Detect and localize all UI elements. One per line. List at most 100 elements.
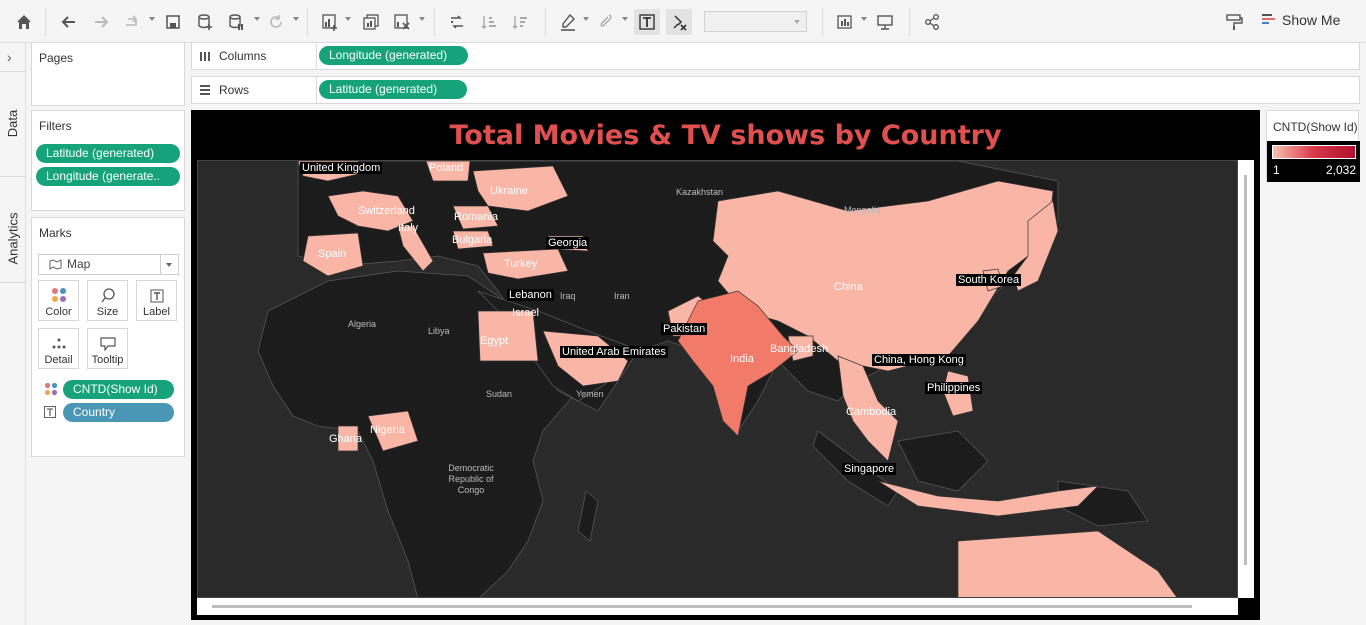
- label-kazakhstan: Kazakhstan: [676, 187, 724, 197]
- map-country-indonesia: [877, 480, 1099, 517]
- label-pakistan: Pakistan: [661, 323, 708, 335]
- show-me-button[interactable]: Show Me: [1262, 12, 1340, 28]
- color-legend[interactable]: CNTD(Show Id) 1 2,032: [1266, 110, 1360, 182]
- label-poland: Poland: [429, 162, 464, 174]
- map-country-poland: [425, 161, 471, 182]
- marks-field-cntd-show-id[interactable]: CNTD(Show Id): [63, 380, 174, 399]
- show-labels-icon[interactable]: [634, 9, 660, 35]
- replay-icon[interactable]: [119, 9, 145, 35]
- map-land-madagascar: [577, 490, 599, 542]
- columns-pill-longitude[interactable]: Longitude (generated): [319, 46, 468, 65]
- pause-updates-icon[interactable]: [223, 9, 249, 35]
- label-cambodia: Cambodia: [846, 406, 897, 418]
- side-tabs: › Data Analytics: [0, 43, 26, 625]
- format-painter-icon[interactable]: [1221, 9, 1247, 35]
- columns-shelf[interactable]: Columns Longitude (generated): [191, 42, 1360, 70]
- columns-icon: [200, 52, 210, 61]
- label-mongolia: Mongolia: [844, 205, 881, 215]
- map-country-japan: [1012, 200, 1059, 292]
- marks-field-country[interactable]: Country: [63, 403, 174, 422]
- label-israel: Israel: [512, 307, 539, 319]
- clear-sheet-icon[interactable]: [389, 9, 415, 35]
- map-country-ukraine: [472, 165, 569, 212]
- expand-chevron-icon[interactable]: ›: [7, 49, 12, 65]
- filter-pill-latitude[interactable]: Latitude (generated): [36, 144, 180, 163]
- undo-icon[interactable]: [56, 9, 82, 35]
- label-bangladesh: Bangladesh: [770, 343, 829, 355]
- refresh-icon[interactable]: [263, 9, 289, 35]
- detail-icon: [52, 338, 65, 349]
- tooltip-button[interactable]: Tooltip: [87, 328, 128, 369]
- show-me-icon: [1262, 14, 1275, 24]
- vertical-scrollbar[interactable]: [1238, 160, 1254, 598]
- viz-area: Total Movies & TV shows by Country: [191, 110, 1260, 620]
- new-worksheet-icon[interactable]: [317, 9, 343, 35]
- map-country-arabian-peninsula: [542, 330, 629, 387]
- label-button[interactable]: Label: [136, 280, 177, 321]
- label-romania: Romania: [454, 211, 499, 223]
- share-icon[interactable]: [919, 9, 945, 35]
- label-bulgaria: Bulgaria: [452, 234, 493, 246]
- new-datasource-icon[interactable]: [192, 9, 218, 35]
- viz-title: Total Movies & TV shows by Country: [449, 120, 1002, 151]
- label-libya: Libya: [428, 326, 450, 336]
- label-georgia: Georgia: [546, 237, 590, 249]
- legend-gradient: [1272, 145, 1356, 159]
- map-icon: [49, 259, 62, 270]
- rows-label: Rows: [219, 83, 250, 97]
- sort-descending-icon[interactable]: [507, 9, 533, 35]
- label-ukraine: Ukraine: [490, 185, 528, 197]
- label-spain: Spain: [318, 248, 347, 260]
- label-sudan: Sudan: [486, 389, 513, 399]
- fit-icon[interactable]: [833, 9, 859, 35]
- map-country-romania: [452, 205, 499, 230]
- duplicate-sheet-icon[interactable]: [358, 9, 384, 35]
- label-china: China: [834, 281, 863, 293]
- label-icon: [150, 289, 163, 303]
- map-country-bulgaria: [452, 230, 494, 250]
- filter-pill-longitude[interactable]: Longitude (generate..: [36, 167, 180, 186]
- filters-card[interactable]: Filters Latitude (generated) Longitude (…: [31, 110, 185, 211]
- swap-icon[interactable]: [444, 9, 470, 35]
- label-algeria: Algeria: [348, 319, 377, 329]
- presentation-icon[interactable]: [872, 9, 898, 35]
- label-hong-kong: China, Hong Kong: [872, 354, 966, 366]
- save-icon[interactable]: [160, 9, 186, 35]
- size-icon: [100, 288, 115, 303]
- group-icon[interactable]: [592, 9, 618, 35]
- map-country-nigeria: [367, 410, 419, 452]
- highlight-icon[interactable]: [555, 9, 581, 35]
- rows-shelf[interactable]: Rows Latitude (generated): [191, 76, 1360, 104]
- map-country-australia: [957, 530, 1178, 597]
- label-india: India: [730, 353, 754, 365]
- label-ghana: Ghana: [329, 433, 363, 445]
- format-dropdown[interactable]: [704, 11, 807, 32]
- horizontal-scrollbar[interactable]: [197, 598, 1238, 615]
- filters-title: Filters: [39, 119, 72, 133]
- map-country-italy: [397, 225, 434, 272]
- map-country-southeast-asia: [837, 355, 899, 462]
- pages-card[interactable]: Pages: [31, 42, 185, 106]
- tooltip-icon: [99, 337, 116, 351]
- color-button[interactable]: Color: [38, 280, 79, 321]
- color-dots-icon: [44, 382, 58, 396]
- label-yemen: Yemen: [576, 389, 604, 399]
- toolbar: Show Me: [0, 0, 1366, 43]
- tab-data[interactable]: Data: [5, 109, 21, 137]
- sort-ascending-icon[interactable]: [476, 9, 502, 35]
- detail-button[interactable]: Detail: [38, 328, 79, 369]
- fix-axes-icon[interactable]: [666, 9, 692, 35]
- mark-type-dropdown[interactable]: Map: [38, 254, 179, 275]
- size-button[interactable]: Size: [87, 280, 128, 321]
- marks-card: Marks Map Color Size Label Detail Toolti…: [31, 217, 185, 457]
- map-view[interactable]: United Kingdom Poland Ukraine Kazakhstan…: [197, 160, 1238, 598]
- tab-analytics[interactable]: Analytics: [5, 211, 21, 265]
- legend-max: 2,032: [1325, 163, 1356, 177]
- rows-icon: [200, 85, 210, 95]
- rows-pill-latitude[interactable]: Latitude (generated): [319, 80, 467, 99]
- label-turkey: Turkey: [504, 258, 538, 270]
- home-icon[interactable]: [11, 9, 37, 35]
- label-united-kingdom: United Kingdom: [300, 162, 383, 174]
- redo-icon[interactable]: [88, 9, 114, 35]
- legend-title: CNTD(Show Id): [1273, 120, 1357, 134]
